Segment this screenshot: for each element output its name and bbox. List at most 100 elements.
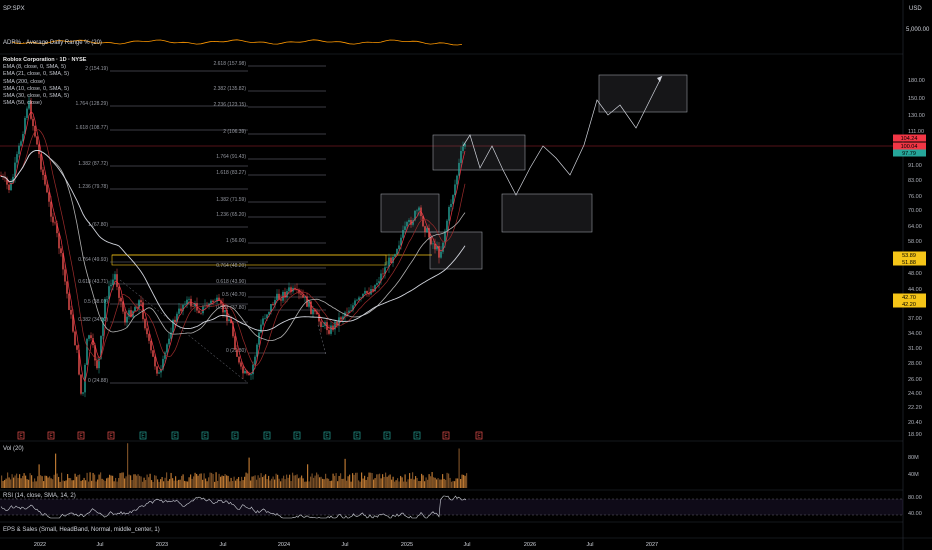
price-axis[interactable]: 180.00 150.00 130.00 111.00 91.00 83.00 76.00 7… (893, 78, 926, 438)
earnings-marker[interactable]: E (107, 431, 115, 440)
rsi-label[interactable]: RSI (14, close, SMA, 14, 2) (3, 493, 76, 499)
volume-bar (46, 475, 48, 488)
earnings-marker-box (77, 431, 85, 440)
volume-bar (221, 475, 223, 488)
volume-bar (421, 473, 423, 488)
fib-level-label: 1.382 (71.59) (216, 197, 246, 203)
candle-body (164, 352, 166, 359)
volume-bar (191, 478, 193, 488)
candle-body (32, 118, 34, 127)
candle-body (444, 230, 446, 243)
candle-body (40, 154, 42, 170)
fibonacci-levels[interactable]: 2 (154.19) 1.764 (128.29) 1.618 (108.77) 1.… (75, 61, 432, 384)
candle-body (258, 332, 260, 345)
candle-body (264, 318, 266, 319)
volume-bar (217, 480, 219, 488)
volume-bar (310, 476, 312, 488)
volume-bar (181, 475, 183, 488)
earnings-marker[interactable]: E (139, 431, 147, 440)
indicator-legend[interactable]: Roblox Corporation · 1D · NYSE EMA (8, c… (3, 57, 86, 107)
volume-bar (208, 477, 210, 488)
volume-bar (61, 472, 63, 488)
candle-body (308, 301, 310, 307)
volume-bar (439, 479, 441, 488)
earnings-marker[interactable]: E (323, 431, 331, 440)
volume-bar (43, 481, 45, 488)
volume-bar (451, 481, 453, 488)
legend-sma10[interactable]: SMA (10, close, 0, SMA, 5) (3, 85, 70, 92)
volume-bar (284, 479, 286, 488)
price-axis-label: 48.00 (908, 271, 922, 277)
volume-bar (109, 474, 111, 488)
rsi-pane: 80.00 40.00 (0, 495, 922, 519)
earnings-marker[interactable]: E (77, 431, 85, 440)
earnings-marker[interactable]: E (383, 431, 391, 440)
earnings-marker[interactable]: E (231, 431, 239, 440)
candle-body (452, 195, 454, 204)
projected-price-path (462, 75, 663, 196)
candle-body (320, 321, 322, 327)
legend-sma50[interactable]: SMA (50, close) (3, 100, 42, 107)
candle-body (440, 251, 442, 258)
candle-body (234, 336, 236, 350)
candle-body (242, 366, 244, 374)
volume-bar (53, 474, 55, 488)
legend-ema8[interactable]: EMA (8, close, 0, SMA, 5) (3, 64, 66, 71)
earnings-marker-label: E (79, 434, 83, 440)
volume-bar (203, 473, 205, 488)
earnings-marker[interactable]: E (413, 431, 421, 440)
volume-label[interactable]: Vol (20) (3, 446, 24, 452)
volume-bar (329, 480, 331, 488)
volume-bar (440, 479, 442, 488)
volume-bar (112, 475, 114, 488)
adr-line (11, 39, 463, 46)
earnings-marker[interactable]: E (47, 431, 55, 440)
volume-bar (152, 481, 154, 488)
earnings-marker[interactable]: E (201, 431, 209, 440)
adr-indicator-label[interactable]: ADR% · Average Daily Range % (20) (3, 40, 102, 46)
volume-bar (271, 478, 273, 488)
earnings-marker[interactable]: E (171, 431, 179, 440)
projection-path[interactable] (119, 75, 663, 384)
volume-bar (403, 481, 405, 488)
volume-bar (32, 481, 34, 488)
time-axis-label: 2025 (401, 542, 413, 548)
volume-bar (443, 478, 445, 488)
earnings-marker[interactable]: E (263, 431, 271, 440)
symbol-label: SP:SPX (3, 6, 25, 12)
volume-bar (362, 478, 364, 488)
rsi-line (0, 495, 467, 519)
volume-bar (211, 472, 213, 488)
earnings-marker[interactable]: E (293, 431, 301, 440)
volume-bar (85, 480, 87, 488)
volume-bar (442, 474, 444, 488)
volume-bar (395, 480, 397, 488)
legend-sma200[interactable]: SMA (200, close) (3, 78, 45, 85)
volume-bar (71, 480, 73, 488)
volume-bar (13, 477, 15, 488)
earnings-marker[interactable]: E (17, 431, 25, 440)
time-axis[interactable]: 2022 Jul 2023 Jul 2024 Jul 2025 Jul 2026 Jul 2027 (34, 542, 658, 548)
legend-title[interactable]: Roblox Corporation · 1D · NYSE (3, 57, 87, 63)
candle-body (312, 309, 314, 315)
eps-label[interactable]: EPS & Sales (Small, HeadBand, Normal, mi… (3, 527, 160, 533)
earnings-marker[interactable]: E (442, 431, 450, 440)
volume-bar (133, 474, 135, 488)
fib-level-label: 0.382 (34.80) (78, 317, 108, 323)
volume-bar (128, 474, 130, 488)
legend-ema21[interactable]: EMA (21, close, 0, SMA, 5) (3, 71, 70, 78)
earnings-marker[interactable]: E (353, 431, 361, 440)
volume-bar (374, 478, 376, 488)
volume-bar (266, 479, 268, 488)
candle-body (446, 220, 448, 231)
volume-bar (319, 477, 321, 488)
candle-body (192, 306, 194, 308)
legend-sma30[interactable]: SMA (30, close, 0, SMA, 5) (3, 93, 70, 100)
volume-bar (391, 479, 393, 488)
candle-body (194, 303, 196, 307)
earnings-marker[interactable]: E (475, 431, 483, 440)
volume-bar (347, 476, 349, 488)
volume-bar (325, 473, 327, 488)
